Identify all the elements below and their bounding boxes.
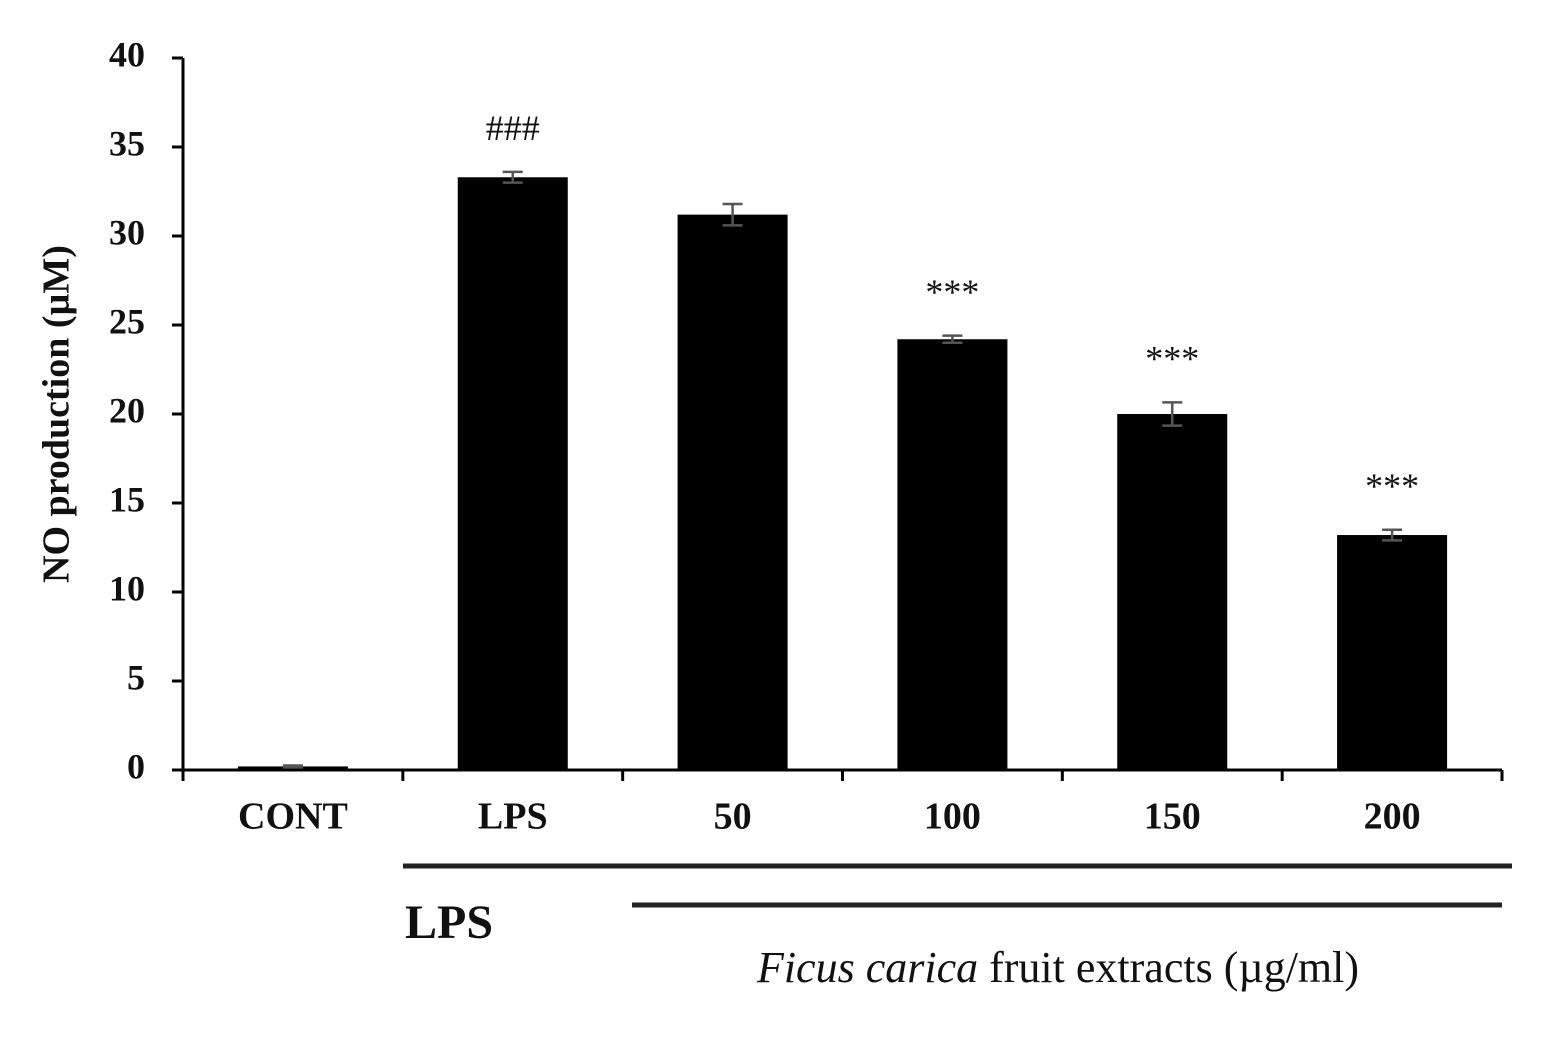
bar xyxy=(457,177,568,770)
y-tick-label: 20 xyxy=(109,390,145,430)
bar xyxy=(1117,414,1228,770)
x-tick-label: 200 xyxy=(1364,796,1421,838)
group-label-italic: Ficus carica xyxy=(756,943,978,992)
group-label-rest: fruit extracts (µg/ml) xyxy=(989,943,1359,992)
y-tick-label: 25 xyxy=(109,301,145,341)
y-tick-label: 10 xyxy=(109,568,145,608)
bar xyxy=(677,214,788,770)
bar xyxy=(1337,535,1448,770)
y-tick-label: 5 xyxy=(127,657,145,697)
group-label: LPS xyxy=(405,896,493,949)
y-axis-label: NO production (µM) xyxy=(36,245,78,583)
x-tick-label: 150 xyxy=(1144,796,1201,838)
x-tick-label: 100 xyxy=(924,796,981,838)
x-tick-label: LPS xyxy=(478,796,548,838)
bar xyxy=(897,339,1008,770)
y-tick-label: 15 xyxy=(109,479,145,519)
significance-label: *** xyxy=(1145,339,1199,379)
x-tick-label: 50 xyxy=(714,796,752,838)
significance-label: *** xyxy=(925,272,979,312)
y-tick-label: 30 xyxy=(109,212,145,252)
y-tick-label: 0 xyxy=(127,746,145,786)
x-tick-label: CONT xyxy=(238,796,348,838)
significance-label: *** xyxy=(1365,466,1419,506)
significance-label: ### xyxy=(486,108,540,148)
y-tick-label: 35 xyxy=(109,123,145,163)
group-label: Ficus carica fruit extracts (µg/ml) xyxy=(756,943,1359,992)
y-tick-label: 40 xyxy=(109,34,145,74)
